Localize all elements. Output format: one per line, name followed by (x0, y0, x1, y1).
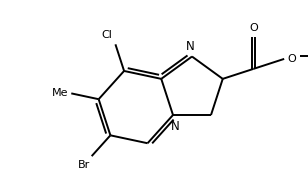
Text: O: O (287, 54, 296, 64)
Text: Me: Me (52, 88, 68, 98)
Text: Cl: Cl (102, 30, 112, 40)
Text: O: O (249, 23, 258, 33)
Text: N: N (186, 40, 194, 52)
Text: N: N (171, 120, 179, 133)
Text: Br: Br (77, 160, 90, 170)
